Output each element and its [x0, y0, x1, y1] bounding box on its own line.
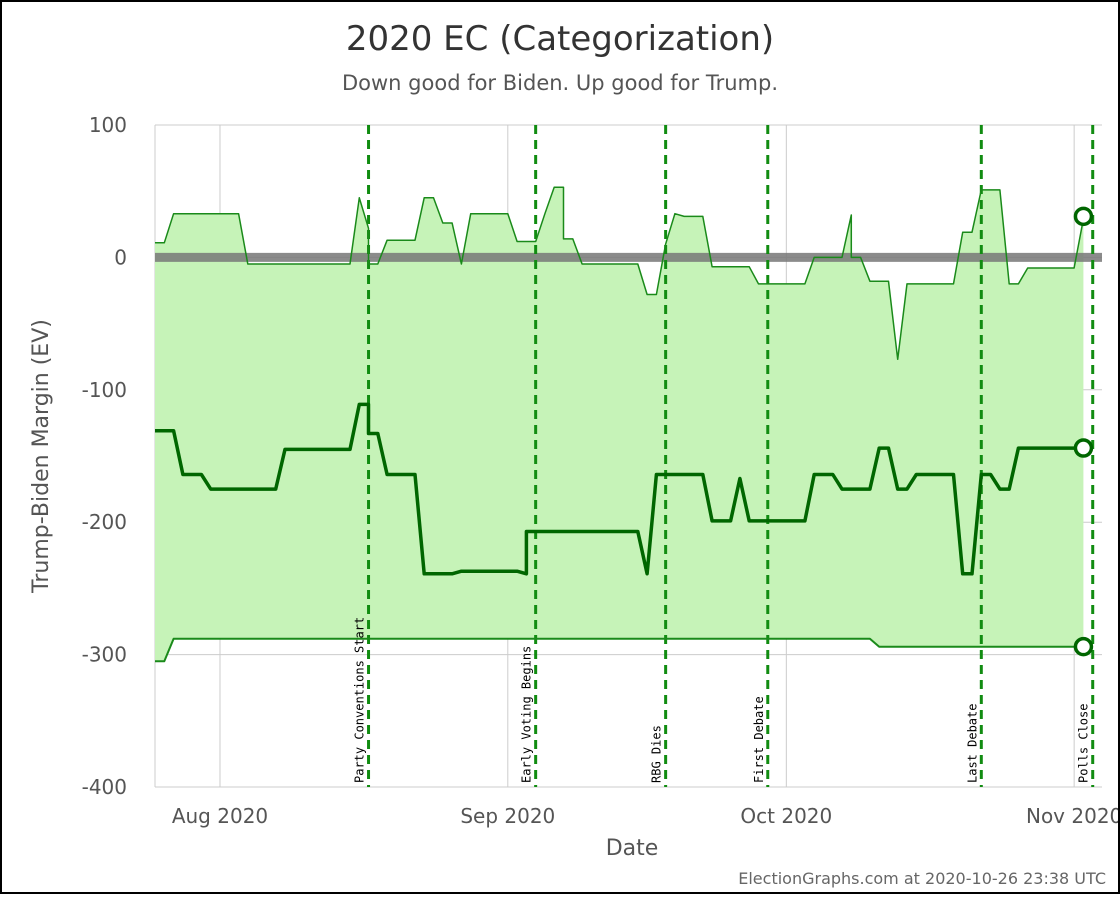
- event-label: RBG Dies: [650, 725, 664, 783]
- series-line-upper: [155, 186, 1085, 361]
- chart-subtitle: Down good for Biden. Up good for Trump.: [342, 71, 778, 95]
- end-marker-center: [1073, 438, 1094, 458]
- y-axis-ticks: 100 0 -100 -200 -300 -400: [82, 113, 127, 799]
- x-tick-label: Nov 2020: [1026, 804, 1118, 828]
- y-tick-label: -400: [82, 775, 127, 799]
- event-label: First Debate: [752, 696, 766, 783]
- series-line-center: [155, 402, 1084, 576]
- y-tick-label: 100: [89, 113, 127, 137]
- event-label: Early Voting Begins: [520, 646, 534, 783]
- x-axis-label: Date: [606, 836, 659, 861]
- x-tick-label: Sep 2020: [460, 804, 555, 828]
- y-axis-label: Trump-Biden Margin (EV): [29, 319, 54, 594]
- event-label: Party Conventions Start: [353, 617, 367, 783]
- series-lines: [155, 186, 1094, 663]
- end-marker-upper: [1073, 206, 1094, 227]
- range-band-area: [155, 187, 1084, 662]
- event-label: Last Debate: [965, 704, 979, 783]
- y-tick-label: -300: [82, 643, 127, 667]
- range-band: [155, 187, 1084, 662]
- footer-credit: ElectionGraphs.com at 2020-10-26 23:38 U…: [738, 869, 1106, 888]
- chart-title: 2020 EC (Categorization): [346, 19, 774, 59]
- y-tick-label: -200: [82, 510, 127, 534]
- y-tick-label: -100: [82, 378, 127, 402]
- event-label: Polls Close: [1077, 704, 1091, 783]
- end-marker-lower: [1073, 636, 1094, 657]
- series-line-lower: [155, 637, 1084, 663]
- x-tick-label: Oct 2020: [740, 804, 832, 828]
- x-tick-label: Aug 2020: [172, 804, 268, 828]
- x-axis-ticks: Aug 2020 Sep 2020 Oct 2020 Nov 2020: [172, 804, 1120, 828]
- y-tick-label: 0: [114, 245, 127, 269]
